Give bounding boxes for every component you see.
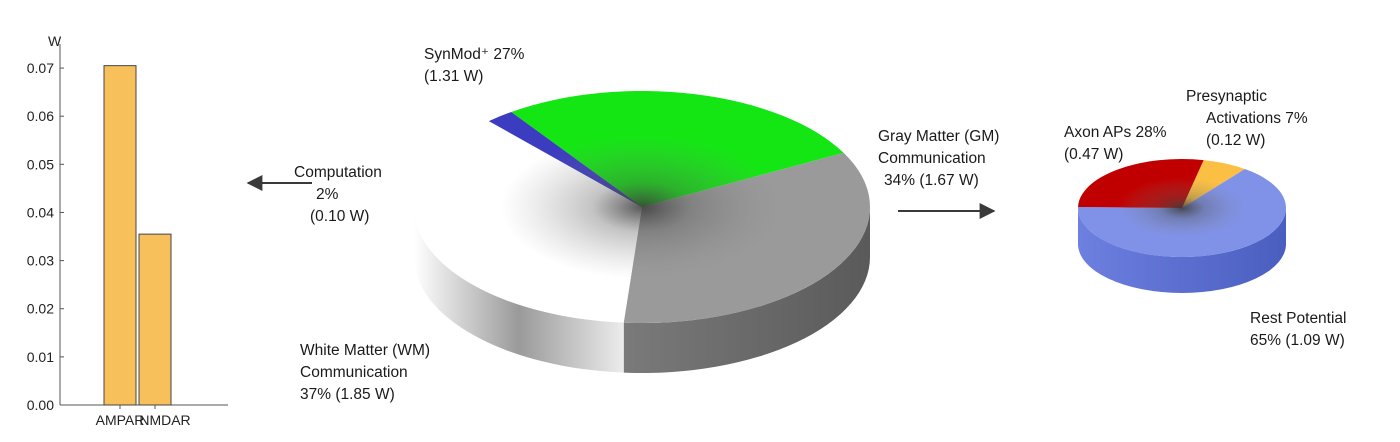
y-tick-label: 0.00 bbox=[27, 397, 54, 413]
power-pie-rim-1 bbox=[623, 207, 870, 373]
power-pie-rim-2 bbox=[414, 207, 624, 373]
computation-label: Computation 2% (0.10 W) bbox=[294, 164, 382, 225]
bar-chart: W 0.00 0.01 0.02 0.03 0.04 0.05 0.06 0.07 AMPARNM… bbox=[27, 33, 228, 428]
synmod-label: SynMod⁺ 27% (1.31 W) bbox=[424, 46, 525, 85]
comm-pie-rim-1 bbox=[1078, 208, 1286, 293]
y-tick-label: 0.03 bbox=[27, 253, 54, 269]
white-matter-label: White Matter (WM) Communication 37% (1.8… bbox=[300, 342, 431, 403]
x-tick-label: AMPAR bbox=[96, 412, 145, 428]
bar-ampar bbox=[103, 65, 137, 406]
communication-pie-chart bbox=[1078, 159, 1286, 293]
y-tick-label: 0.01 bbox=[27, 349, 54, 365]
power-pie-center-shade bbox=[500, 135, 784, 279]
y-tick-label: 0.04 bbox=[27, 204, 54, 220]
y-tick-label: 0.02 bbox=[27, 301, 54, 317]
gray-matter-label: Gray Matter (GM) Communication 34% (1.67… bbox=[878, 128, 1000, 189]
power-pie-chart bbox=[413, 91, 870, 373]
y-tick-label: 0.06 bbox=[27, 108, 54, 124]
presynaptic-label: Presynaptic Activations 7% (0.12 W) bbox=[1186, 88, 1308, 149]
rest-potential-label: Rest Potential 65% (1.09 W) bbox=[1250, 310, 1347, 349]
y-axis-label: W bbox=[48, 33, 62, 49]
axon-aps-label: Axon APs 28% (0.47 W) bbox=[1064, 124, 1167, 163]
bar-nmdar bbox=[138, 233, 172, 406]
comm-pie-center-shade bbox=[1117, 177, 1247, 239]
x-tick-label: NMDAR bbox=[139, 412, 190, 428]
y-tick-label: 0.05 bbox=[27, 156, 54, 172]
y-tick-label: 0.07 bbox=[27, 60, 54, 76]
